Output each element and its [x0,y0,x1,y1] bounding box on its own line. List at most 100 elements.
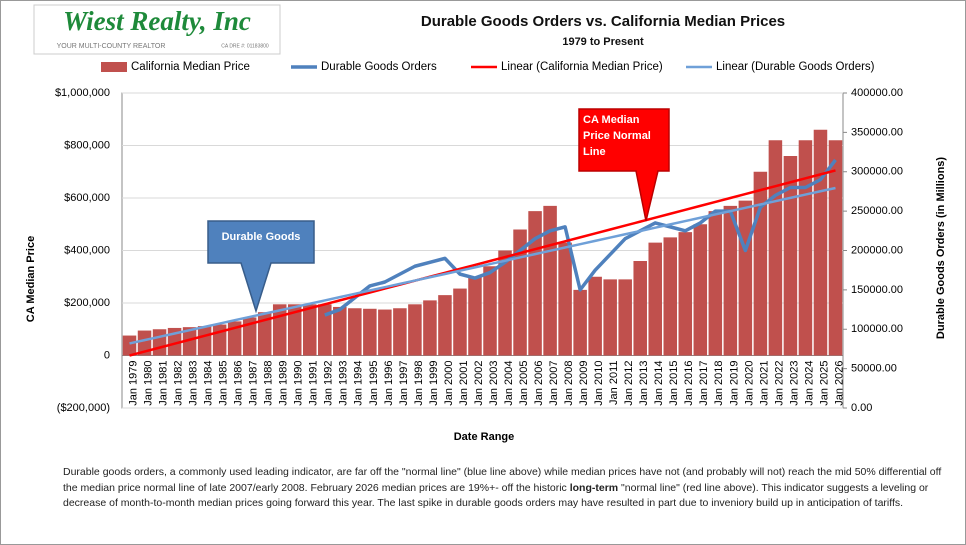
bar [828,140,843,356]
x-tick-label: Jan 1983 [188,361,200,406]
x-tick-label: Jan 1996 [383,361,395,406]
x-axis-label: Date Range [454,431,515,443]
footnote-text: Durable goods orders, a commonly used le… [63,466,942,494]
x-tick-label: Jan 1986 [233,361,245,406]
x-tick-label: Jan 2023 [788,361,800,406]
bar [378,309,392,356]
x-tick-label: Jan 1995 [368,361,380,406]
bar [678,232,693,356]
x-tick-label: Jan 1988 [263,361,275,406]
y2-tick-label: 150000.00 [851,284,903,296]
line [129,186,836,345]
bar [618,279,632,356]
bar [708,211,723,356]
x-tick-label: Jan 2001 [458,361,470,406]
bar [558,242,572,356]
bar [363,308,377,356]
logo-license: CA DRE #: 01183800 [221,43,269,49]
y-tick-label: $600,000 [64,192,110,204]
logo-box [33,4,281,55]
y2-tick-label: 300000.00 [851,166,903,178]
x-tick-label: Jan 2016 [683,361,695,406]
x-tick-label: Jan 2025 [818,361,830,406]
bar [152,329,167,356]
y2-tick-label: 100000.00 [851,323,903,335]
y2-tick-label: 400000.00 [851,87,903,99]
y-tick-label: $200,000 [64,297,110,309]
y2-tick-label: 50000.00 [851,363,897,375]
y-tick-label: $800,000 [64,139,110,151]
bar [318,304,332,356]
plot: ($200,000) 0 $200,000 $400,000 $600,000 $800,… [55,87,903,414]
bar [393,308,407,356]
bar [303,304,317,356]
callout-red [578,108,670,222]
x-tick-label: Jan 1980 [142,361,154,406]
x-tick-label: Jan 2002 [473,361,485,406]
x-tick-label: Jan 2003 [488,361,500,406]
y2-tick-label: 350000.00 [851,126,903,138]
bar [182,327,197,356]
bar [588,276,602,356]
x-tick-label: Jan 2010 [593,361,605,406]
line [324,158,837,317]
footnote: Durable goods orders, a commonly used le… [63,465,943,512]
y-tick-label: ($200,000) [57,402,110,414]
bar [333,306,347,356]
callouts: Durable Goods CA Median Price Normal Lin… [101,61,875,314]
bar [468,276,482,356]
callout-text-box: CA Median Price Normal Line [583,114,651,158]
bar [768,140,783,356]
x-tick-label: Jan 2013 [638,361,650,406]
legend-swatch [101,62,127,72]
x-tick-label: Jan 2007 [548,361,560,406]
x-tick-label: Jan 1987 [248,361,260,406]
y-tick-label: $1,000,000 [55,87,110,99]
x-tick-label: Jan 2000 [443,361,455,406]
x-tick-label: Jan 2019 [728,361,740,406]
bar [528,211,542,356]
chart: Wiest Realty, Inc YOUR MULTI-COUNTY REAL… [25,4,947,443]
x-tick-label: Jan 2004 [503,361,515,406]
bar [438,295,452,356]
x-tick-label: Jan 2022 [773,361,785,406]
footnote-text: "normal line" (red line above). This ind… [63,481,929,510]
bar [483,266,497,356]
x-tick-label: Jan 2006 [533,361,545,406]
y-axis-label: CA Median Price [25,236,37,322]
x-tick-label: Jan 1999 [428,361,440,406]
y2-tick-label: 0.00 [851,402,872,414]
bar [738,200,753,356]
bar [633,261,647,356]
chart-title: Durable Goods Orders vs. California Medi… [421,13,785,30]
legend-label: Linear (Durable Goods Orders) [716,61,875,73]
bar [122,335,137,356]
bar [242,317,257,356]
bar [723,205,738,356]
x-tick-label: Jan 1989 [278,361,290,406]
y-tick-label: 0 [104,349,110,361]
bar [513,229,527,356]
x-tick-label: Jan 2012 [623,361,635,406]
legend-label: California Median Price [131,61,250,73]
chart-subtitle: 1979 to Present [562,36,644,48]
x-tick-label: Jan 1985 [218,361,230,406]
bar [287,304,302,356]
logo-tagline: YOUR MULTI-COUNTY REALTOR [57,43,166,50]
bar [348,308,362,356]
bar [408,304,422,356]
x-tick-label: Jan 1992 [323,361,335,406]
x-tick-label: Jan 1994 [353,361,365,406]
bar [212,324,227,356]
callout-text: Durable Goods [222,231,301,243]
x-tick-label: Jan 1981 [157,361,169,406]
x-tick-label: Jan 2021 [758,361,770,406]
x-tick-label: Jan 2008 [563,361,575,406]
bar [197,326,212,356]
x-tick-label: Jan 2011 [608,361,620,405]
x-tick-label: Jan 1997 [398,361,410,406]
x-tick-label: Jan 2024 [803,361,815,406]
x-tick-label: Jan 1993 [338,361,350,406]
x-tick-label: Jan 1979 [127,361,139,406]
